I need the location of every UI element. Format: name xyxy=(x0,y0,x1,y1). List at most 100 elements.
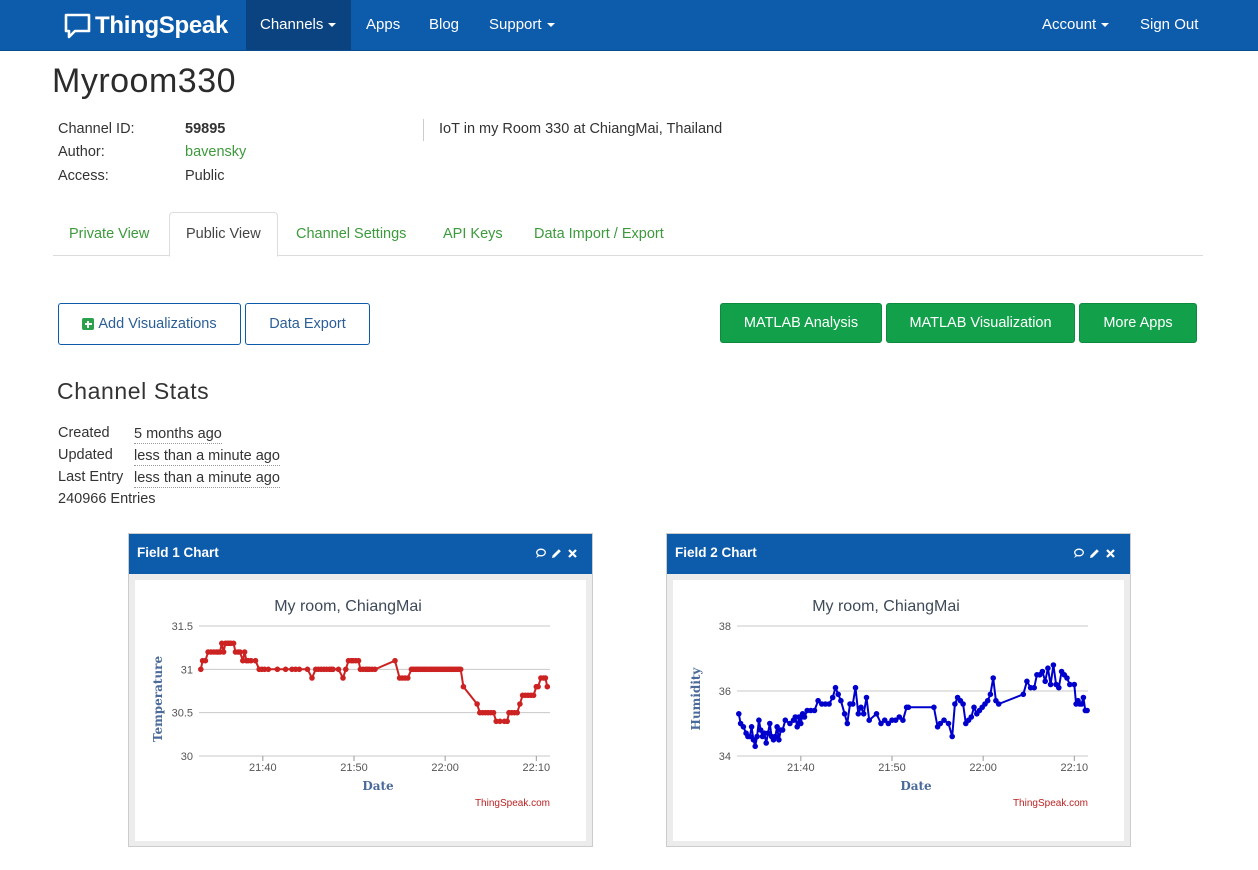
field1-data-point xyxy=(517,701,523,707)
field2-data-point xyxy=(1056,684,1062,691)
field2-data-point xyxy=(1039,668,1046,675)
field1-data-point xyxy=(530,692,537,699)
access-label: Access: xyxy=(58,168,109,184)
field2-data-point xyxy=(863,694,870,701)
field1-data-point xyxy=(335,666,342,673)
field2-data-point xyxy=(995,701,1002,707)
field1-y-tick-label: 30 xyxy=(181,751,193,763)
tab-private-view[interactable]: Private View xyxy=(69,226,150,242)
field2-x-tick-label: 22:00 xyxy=(969,762,997,774)
field2-series-line xyxy=(737,664,1088,748)
field2-data-point xyxy=(905,704,912,711)
field1-data-point xyxy=(514,709,520,716)
field1-data-point xyxy=(343,666,349,673)
field1-y-axis-label: Temperature xyxy=(151,656,165,743)
field1-data-point xyxy=(542,675,549,681)
field2-data-point xyxy=(832,684,839,691)
field2-data-point xyxy=(850,701,856,707)
pencil-icon[interactable] xyxy=(1089,548,1100,559)
field2-chart-area: My room, ChiangMai 34 36 38 21:40 21:50 22:00 2… xyxy=(673,580,1124,841)
field2-data-point xyxy=(885,720,892,727)
field1-data-point xyxy=(304,666,311,673)
field2-data-point xyxy=(774,724,780,730)
field2-data-point xyxy=(1047,681,1054,688)
entries-count: 240966 Entries xyxy=(58,491,156,507)
nav-support[interactable]: Support xyxy=(475,0,569,50)
channel-tabs: Private View Public View Channel Setting… xyxy=(53,212,1203,257)
field2-y-tick-label: 36 xyxy=(719,686,731,698)
page-title: Myroom330 xyxy=(52,62,237,100)
field2-data-point xyxy=(1042,678,1048,685)
author-link[interactable]: bavensky xyxy=(185,144,247,160)
created-label: Created xyxy=(58,425,110,441)
field2-x-tick-label: 21:50 xyxy=(878,762,906,774)
nav-blog[interactable]: Blog xyxy=(415,0,473,50)
nav-apps-label: Apps xyxy=(366,16,401,33)
matlab-visualization-button[interactable]: MATLAB Visualization xyxy=(886,303,1075,343)
field2-data-point xyxy=(1064,675,1070,681)
nav-channels[interactable]: Channels xyxy=(246,0,351,50)
field2-y-tick-label: 34 xyxy=(719,751,731,763)
field1-x-axis-label: Date xyxy=(362,779,394,793)
field1-chart-area: My room, ChiangMai 30 30.5 31 31.5 21:40 21:50… xyxy=(135,580,586,841)
tab-data-import-export[interactable]: Data Import / Export xyxy=(534,226,664,242)
field2-data-point xyxy=(852,684,859,691)
field1-chart-widget: Field 1 Chart My room, ChiangMai 30 30.5 31… xyxy=(128,533,593,847)
field2-data-point xyxy=(941,717,947,723)
nav-apps[interactable]: Apps xyxy=(352,0,414,50)
field1-y-tick-label: 31.5 xyxy=(172,621,193,633)
field1-data-point xyxy=(282,666,289,673)
more-apps-label: More Apps xyxy=(1103,315,1173,331)
comment-icon[interactable] xyxy=(535,548,546,559)
nav-account[interactable]: Account xyxy=(1028,0,1123,50)
field2-x-axis-label: Date xyxy=(900,779,932,793)
tab-public-view[interactable]: Public View xyxy=(169,212,278,257)
tab-api-keys[interactable]: API Keys xyxy=(443,226,503,242)
close-icon[interactable] xyxy=(1105,548,1116,559)
field2-data-point xyxy=(772,733,779,740)
field1-data-point xyxy=(237,649,243,655)
field1-data-point xyxy=(535,683,541,690)
field2-data-point xyxy=(844,720,851,727)
field1-widget-title: Field 1 Chart xyxy=(137,545,219,560)
top-navbar: ThingSpeak Channels Apps Blog Support Ac… xyxy=(0,0,1258,51)
field2-data-point xyxy=(835,691,841,698)
field2-data-point xyxy=(801,714,808,720)
field1-data-point xyxy=(544,683,551,690)
field2-data-point xyxy=(892,717,899,723)
field2-line-chart: My room, ChiangMai 34 36 38 21:40 21:50 22:00 2… xyxy=(689,598,1090,809)
comment-icon[interactable] xyxy=(1073,548,1084,559)
field2-data-point xyxy=(757,727,764,733)
pencil-icon[interactable] xyxy=(551,548,562,559)
last-entry-label: Last Entry xyxy=(58,469,124,485)
field1-data-point xyxy=(309,675,315,681)
field2-data-point xyxy=(937,720,944,727)
matlab-analysis-label: MATLAB Analysis xyxy=(743,315,859,331)
field2-data-point xyxy=(747,733,753,740)
field2-data-point xyxy=(763,740,769,746)
field2-data-point xyxy=(782,717,789,723)
add-visualizations-button[interactable]: Add Visualizations xyxy=(58,303,241,345)
field2-data-point xyxy=(987,691,994,698)
field1-y-tick-label: 31 xyxy=(181,664,193,676)
nav-sign-out[interactable]: Sign Out xyxy=(1126,0,1212,50)
data-export-button[interactable]: Data Export xyxy=(245,303,370,345)
field2-data-point xyxy=(949,733,955,740)
field1-data-point xyxy=(241,649,248,655)
field2-widget-tools xyxy=(1073,534,1116,572)
field2-y-tick-label: 38 xyxy=(719,621,731,633)
brand-logo[interactable]: ThingSpeak xyxy=(64,10,228,41)
field2-data-point xyxy=(756,717,762,723)
field2-data-point xyxy=(815,697,821,704)
channel-id-label: Channel ID: xyxy=(58,121,135,137)
close-icon[interactable] xyxy=(567,548,578,559)
matlab-analysis-button[interactable]: MATLAB Analysis xyxy=(720,303,882,343)
more-apps-button[interactable]: More Apps xyxy=(1079,303,1197,343)
field1-data-point xyxy=(355,657,362,664)
last-entry-value: less than a minute ago xyxy=(134,470,280,488)
tab-channel-settings[interactable]: Channel Settings xyxy=(296,226,407,242)
field2-data-point xyxy=(866,717,872,723)
field2-data-point xyxy=(838,697,844,704)
field1-data-point xyxy=(457,666,464,673)
field2-data-point xyxy=(1084,707,1090,714)
